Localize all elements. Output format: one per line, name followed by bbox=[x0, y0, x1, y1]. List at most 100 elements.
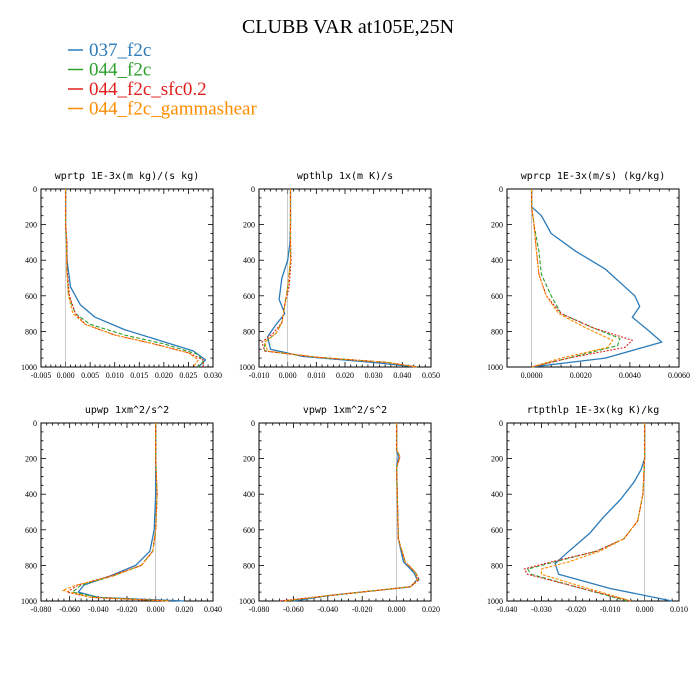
y-tick-label: 0 bbox=[251, 185, 255, 194]
y-tick-label: 0 bbox=[33, 185, 37, 194]
y-tick-label: 800 bbox=[243, 561, 255, 570]
x-tick-label: 0.010 bbox=[670, 605, 688, 614]
y-tick-label: 400 bbox=[491, 490, 503, 499]
y-tick-label: 1000 bbox=[21, 597, 37, 606]
y-tick-label: 400 bbox=[25, 256, 37, 265]
y-tick-label: 800 bbox=[25, 327, 37, 336]
x-tick-label: -0.040 bbox=[317, 605, 338, 614]
y-tick-label: 400 bbox=[491, 256, 503, 265]
legend-item: 044_f2c_sfc0.2 bbox=[68, 79, 207, 100]
series-line-3 bbox=[523, 423, 646, 602]
panel-4: upwp 1xm^2/s^2 -0.080 -0.060 -0.040 -0.020 0.… bbox=[21, 405, 222, 614]
x-tick-label: 0.015 bbox=[130, 371, 148, 380]
y-tick-label: 800 bbox=[491, 561, 503, 570]
x-tick-label: 0.005 bbox=[81, 371, 99, 380]
panel-title: upwp 1xm^2/s^2 bbox=[85, 405, 169, 416]
x-tick-label: -0.005 bbox=[31, 371, 52, 380]
y-tick-label: 200 bbox=[243, 455, 255, 464]
x-tick-label: 0.030 bbox=[204, 371, 222, 380]
series-line-1 bbox=[293, 423, 418, 602]
panel-6: rtpthlp 1E-3x(kg K)/kg -0.040 -0.030 -0.020… bbox=[487, 405, 688, 614]
x-tick-label: 0.020 bbox=[336, 371, 354, 380]
y-tick-label: 1000 bbox=[487, 597, 503, 606]
legend-label: 044_f2c bbox=[89, 60, 151, 81]
y-tick-label: 1000 bbox=[487, 363, 503, 372]
x-tick-label: -0.080 bbox=[31, 605, 52, 614]
x-tick-label: 0.000 bbox=[636, 605, 654, 614]
y-tick-label: 600 bbox=[243, 292, 255, 301]
x-tick-label: -0.060 bbox=[283, 605, 304, 614]
x-tick-label: -0.020 bbox=[565, 605, 586, 614]
panel-title: wpthlp 1x(m K)/s bbox=[297, 171, 393, 182]
y-tick-label: 200 bbox=[491, 221, 503, 230]
x-tick-label: 0.000 bbox=[388, 605, 406, 614]
x-tick-label: 0.050 bbox=[422, 371, 440, 380]
x-tick-label: -0.020 bbox=[117, 605, 138, 614]
series-line-2 bbox=[531, 189, 621, 368]
series-line-1 bbox=[64, 189, 207, 368]
series-line-4 bbox=[65, 189, 199, 368]
y-tick-label: 1000 bbox=[239, 597, 255, 606]
series-line-3 bbox=[65, 189, 204, 367]
y-tick-label: 600 bbox=[25, 292, 37, 301]
x-tick-label: -0.030 bbox=[531, 605, 552, 614]
y-tick-label: 1000 bbox=[21, 363, 37, 372]
y-tick-label: 200 bbox=[25, 455, 37, 464]
y-tick-label: 600 bbox=[243, 526, 255, 535]
panel-title: wprtp 1E-3x(m kg)/(s kg) bbox=[55, 171, 200, 182]
panel-2: wpthlp 1x(m K)/s -0.010 0.000 0.010 0.020 0.0… bbox=[239, 171, 440, 380]
panel-title: vpwp 1xm^2/s^2 bbox=[303, 405, 387, 416]
series-line-1 bbox=[554, 423, 673, 602]
legend-label: 037_f2c bbox=[89, 40, 151, 61]
panel-1: wprtp 1E-3x(m kg)/(s kg) -0.005 0.000 0.005… bbox=[21, 171, 222, 380]
legend-label: 044_f2c_sfc0.2 bbox=[89, 79, 207, 100]
legend-item: 044_f2c_gammashear bbox=[68, 99, 257, 120]
y-tick-label: 200 bbox=[25, 221, 37, 230]
y-tick-label: 800 bbox=[243, 327, 255, 336]
series-line-3 bbox=[66, 423, 171, 602]
series-line-3 bbox=[261, 189, 417, 368]
plot-frame bbox=[40, 188, 214, 368]
x-tick-label: -0.010 bbox=[249, 371, 270, 380]
y-tick-label: 400 bbox=[243, 256, 255, 265]
series-line-1 bbox=[77, 423, 185, 602]
x-tick-label: 0.020 bbox=[175, 605, 193, 614]
y-tick-label: 200 bbox=[243, 221, 255, 230]
x-tick-label: 0.020 bbox=[422, 605, 440, 614]
x-tick-label: 0.025 bbox=[179, 371, 197, 380]
plot-frame bbox=[40, 422, 214, 602]
panel-title: rtpthlp 1E-3x(kg K)/kg bbox=[527, 405, 659, 416]
legend: 037_f2c044_f2c044_f2c_sfc0.2044_f2c_gamm… bbox=[68, 40, 257, 120]
legend-label: 044_f2c_gammashear bbox=[89, 99, 257, 120]
series-line-1 bbox=[530, 189, 663, 368]
figure-title: CLUBB VAR at105E,25N bbox=[242, 16, 454, 38]
panel-5: vpwp 1xm^2/s^2 -0.080 -0.060 -0.040 -0.020 0.… bbox=[239, 405, 440, 614]
y-tick-label: 800 bbox=[25, 561, 37, 570]
y-tick-label: 0 bbox=[251, 419, 255, 428]
series-line-4 bbox=[283, 423, 418, 602]
x-tick-label: -0.060 bbox=[59, 605, 80, 614]
x-tick-label: -0.040 bbox=[497, 605, 518, 614]
series-line-4 bbox=[61, 423, 171, 602]
x-tick-label: 0.040 bbox=[204, 605, 222, 614]
x-tick-label: -0.080 bbox=[249, 605, 270, 614]
series-line-4 bbox=[540, 423, 646, 602]
y-tick-label: 0 bbox=[499, 185, 503, 194]
x-tick-label: -0.010 bbox=[600, 605, 621, 614]
y-tick-label: 200 bbox=[491, 455, 503, 464]
x-tick-label: 0.010 bbox=[106, 371, 124, 380]
x-tick-label: 0.040 bbox=[393, 371, 411, 380]
x-tick-label: -0.020 bbox=[352, 605, 373, 614]
y-tick-label: 0 bbox=[499, 419, 503, 428]
x-tick-label: -0.040 bbox=[88, 605, 109, 614]
x-tick-label: 0.0060 bbox=[668, 371, 690, 380]
series-line-2 bbox=[65, 189, 204, 368]
legend-item: 044_f2c bbox=[68, 60, 151, 81]
x-tick-label: 0.0040 bbox=[619, 371, 641, 380]
x-tick-label: 0.0020 bbox=[570, 371, 592, 380]
y-tick-label: 1000 bbox=[239, 363, 255, 372]
legend-item: 037_f2c bbox=[68, 40, 151, 61]
y-tick-label: 600 bbox=[491, 292, 503, 301]
plot-frame bbox=[258, 188, 432, 368]
